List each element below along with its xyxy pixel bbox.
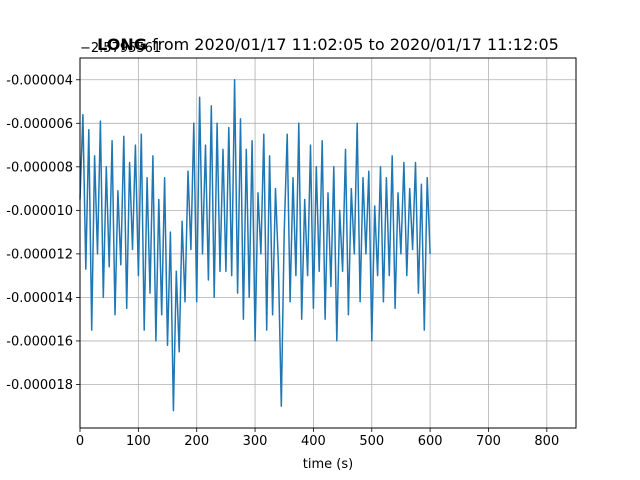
x-tick-label: 300 — [243, 434, 268, 449]
y-offset-label: −2.5795561 — [80, 41, 161, 56]
y-tick-label: -0.000010 — [6, 204, 73, 219]
y-tick-label: -0.000006 — [6, 117, 73, 132]
y-tick-label: -0.000008 — [6, 160, 73, 175]
y-tick-label: -0.000016 — [6, 334, 73, 349]
plot-area — [79, 79, 431, 412]
ticks: 0 100 200 300 400 500 600 700 800 -0.000018 -0.000… — [6, 73, 559, 449]
y-tick-label: -0.000018 — [6, 378, 73, 393]
x-tick-label: 500 — [359, 434, 384, 449]
x-tick-label: 700 — [476, 434, 501, 449]
y-tick-label: -0.000012 — [6, 247, 73, 262]
x-tick-label: 800 — [534, 434, 559, 449]
series-line — [79, 79, 431, 412]
chart-title: LONG from 2020/01/17 11:02:05 to 2020/01… — [97, 35, 559, 54]
axes-frame — [79, 57, 577, 429]
x-tick-label: 200 — [184, 434, 209, 449]
y-tick-label: -0.000014 — [6, 291, 73, 306]
title-rest: from 2020/01/17 11:02:05 to 2020/01/17 1… — [147, 35, 559, 54]
x-tick-label: 400 — [301, 434, 326, 449]
x-tick-label: 600 — [418, 434, 443, 449]
x-axis-label: time (s) — [303, 457, 353, 472]
x-tick-label: 100 — [126, 434, 151, 449]
x-tick-label: 0 — [76, 434, 84, 449]
y-tick-label: -0.000004 — [6, 73, 73, 88]
title-bold: LONG — [97, 35, 147, 54]
